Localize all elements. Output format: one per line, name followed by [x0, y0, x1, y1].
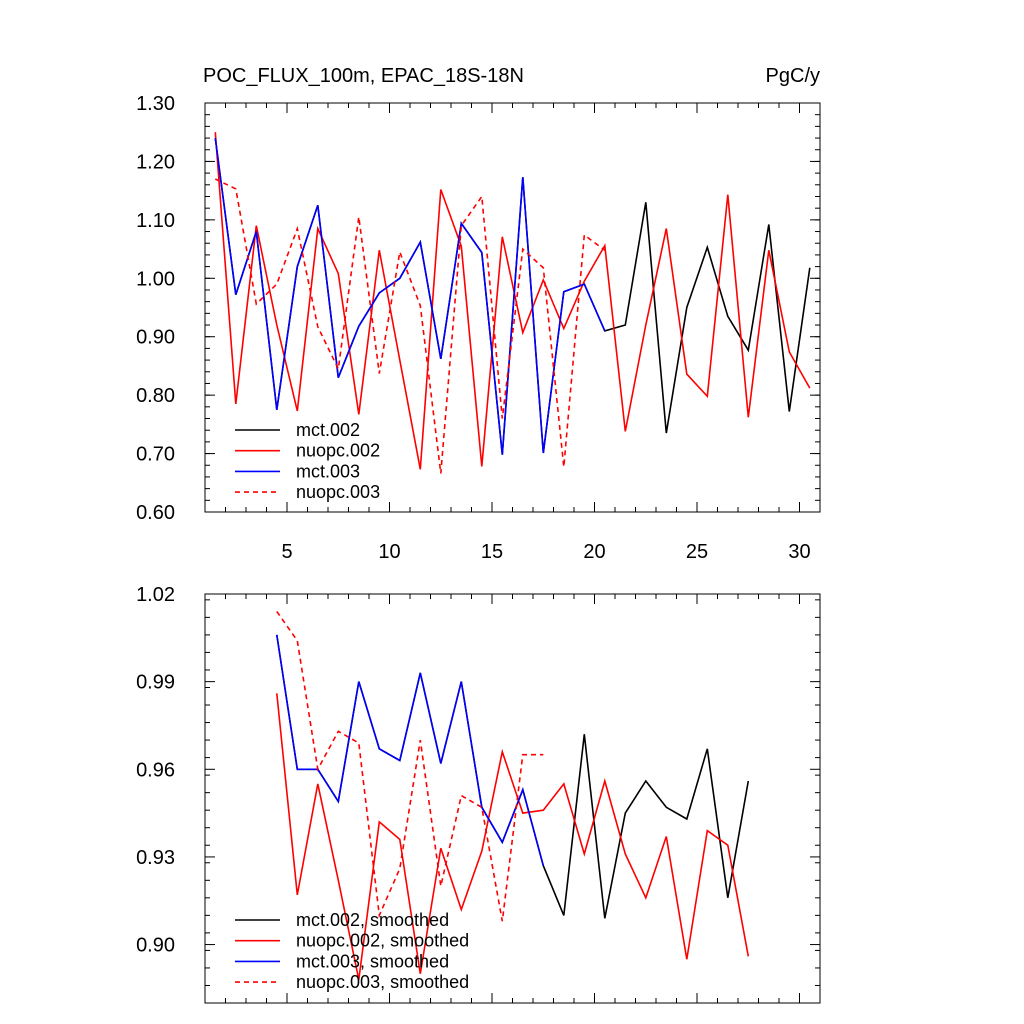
legend-label: nuopc.003 — [296, 482, 380, 502]
y-tick-label: 1.20 — [136, 151, 175, 173]
bottom-panel-series — [276, 611, 750, 980]
legend-label: mct.002, smoothed — [296, 910, 449, 930]
units-label: PgC/y — [766, 65, 820, 87]
y-tick-label: 1.00 — [136, 268, 175, 290]
y-tick-label: 0.70 — [136, 444, 175, 466]
top-panel-ticks: 5 10 15 20 25 30 0.60 0.70 0.80 0.90 1.00 1.10 1.20 1… — [136, 93, 821, 563]
y-tick-label: 0.80 — [136, 385, 175, 407]
series-line-nuopc-002-smoothed — [276, 693, 750, 980]
series-line-nuopc-002 — [214, 132, 811, 470]
legend-label: nuopc.002, smoothed — [296, 931, 469, 951]
y-tick-label: 1.10 — [136, 210, 175, 232]
y-tick-label: 1.30 — [136, 93, 175, 115]
series-line-mct-002 — [214, 137, 811, 455]
y-tick-label: 0.90 — [136, 935, 175, 957]
y-tick-label: 0.96 — [136, 759, 175, 781]
top-panel-series — [214, 132, 811, 474]
top-panel-frame — [204, 102, 821, 513]
chart-title: POC_FLUX_100m, EPAC_18S-18N — [203, 65, 524, 87]
x-tick-label: 20 — [583, 541, 605, 563]
legend-label: mct.003 — [296, 461, 360, 481]
x-tick-label: 30 — [788, 541, 810, 563]
x-tick-label: 25 — [686, 541, 708, 563]
x-tick-label: 15 — [481, 541, 503, 563]
y-tick-label: 0.93 — [136, 847, 175, 869]
x-tick-label: 10 — [378, 541, 400, 563]
series-line-mct-003 — [214, 137, 606, 455]
y-tick-label: 0.60 — [136, 502, 175, 524]
series-line-nuopc-003 — [214, 178, 606, 474]
bottom-panel: 0.900.930.960.991.02 mct.002, smoothednu… — [136, 584, 821, 1004]
bottom-panel-ticks: 0.90 0.93 0.96 0.99 1.02 — [136, 584, 821, 1004]
series-line-nuopc-003-smoothed — [276, 611, 544, 922]
legend-label: mct.002 — [296, 420, 360, 440]
legend-label: mct.003, smoothed — [296, 951, 449, 971]
y-tick-label: 0.90 — [136, 327, 175, 349]
y-tick-label: 0.99 — [136, 672, 175, 694]
bottom-panel-frame — [204, 593, 821, 1004]
x-tick-label: 5 — [281, 541, 292, 563]
legend-label: nuopc.003, smoothed — [296, 972, 469, 992]
top-panel: POC_FLUX_100m, EPAC_18S-18N PgC/y 5 10 15 2… — [136, 65, 821, 563]
series-line-mct-002-smoothed — [276, 634, 750, 919]
y-tick-label: 1.02 — [136, 584, 175, 606]
legend-label: nuopc.002 — [296, 441, 380, 461]
series-line-mct-003-smoothed — [276, 634, 545, 866]
